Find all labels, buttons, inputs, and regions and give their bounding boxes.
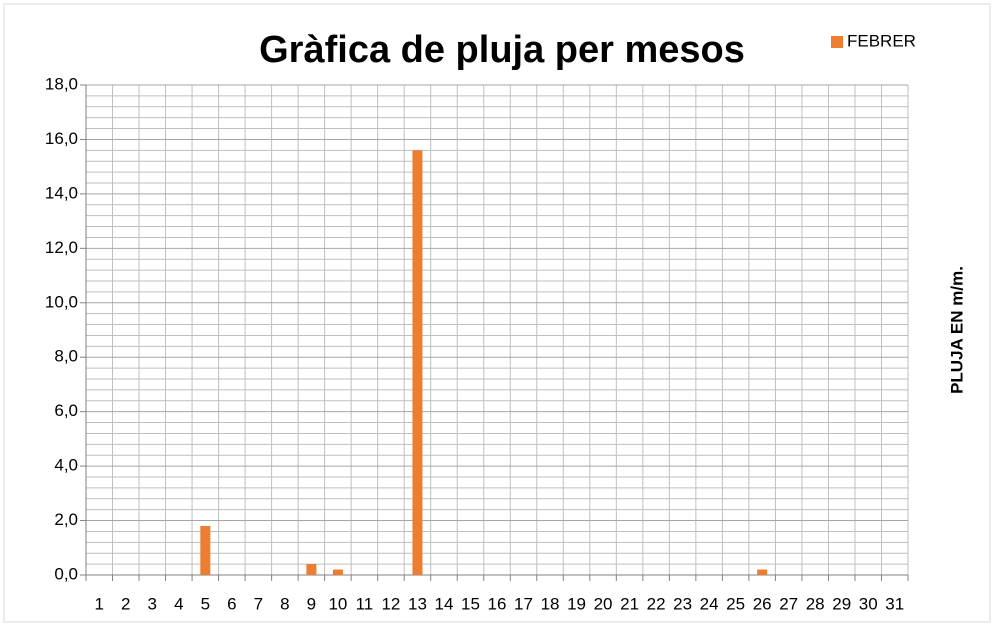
x-tick-label: 20 bbox=[594, 594, 613, 613]
y-tick-label: 16,0 bbox=[45, 129, 78, 148]
x-tick-label: 15 bbox=[461, 594, 480, 613]
bar bbox=[412, 150, 423, 576]
x-tick-label: 14 bbox=[435, 594, 454, 613]
x-tick-label: 12 bbox=[381, 594, 400, 613]
x-tick-label: 11 bbox=[356, 594, 374, 613]
bar bbox=[306, 564, 317, 575]
x-tick-label: 9 bbox=[307, 594, 316, 613]
x-tick-label: 3 bbox=[148, 594, 157, 613]
legend-label: FEBRER bbox=[847, 31, 916, 50]
x-tick-label: 16 bbox=[488, 594, 507, 613]
y-tick-label: 6,0 bbox=[54, 401, 78, 420]
x-tick-label: 2 bbox=[121, 594, 130, 613]
x-tick-label: 10 bbox=[328, 594, 347, 613]
bar bbox=[332, 569, 343, 575]
y-axis-label: PLUJA EN m/m. bbox=[947, 266, 966, 394]
x-tick-label: 18 bbox=[541, 594, 560, 613]
y-tick-label: 10,0 bbox=[45, 292, 78, 311]
x-tick-label: 1 bbox=[95, 594, 104, 613]
x-tick-label: 7 bbox=[254, 594, 263, 613]
x-tick-label: 4 bbox=[174, 594, 183, 613]
x-tick-label: 23 bbox=[673, 594, 692, 613]
x-tick-label: 19 bbox=[567, 594, 586, 613]
y-tick-label: 0,0 bbox=[54, 564, 78, 583]
x-tick-label: 30 bbox=[859, 594, 878, 613]
chart-title: Gràfica de pluja per mesos bbox=[259, 29, 745, 71]
x-tick-label: 17 bbox=[514, 594, 533, 613]
x-tick-label: 27 bbox=[779, 594, 798, 613]
bar bbox=[200, 526, 211, 575]
y-tick-label: 12,0 bbox=[45, 238, 78, 257]
legend-swatch bbox=[831, 36, 843, 48]
y-tick-label: 8,0 bbox=[54, 347, 78, 366]
x-tick-label: 22 bbox=[647, 594, 666, 613]
x-tick-label: 25 bbox=[726, 594, 745, 613]
y-tick-label: 2,0 bbox=[54, 510, 78, 529]
x-tick-label: 5 bbox=[201, 594, 210, 613]
x-tick-label: 24 bbox=[700, 594, 719, 613]
x-tick-label: 31 bbox=[885, 594, 904, 613]
x-tick-label: 29 bbox=[832, 594, 851, 613]
y-tick-label: 18,0 bbox=[45, 74, 78, 93]
y-tick-label: 4,0 bbox=[54, 456, 78, 475]
x-tick-label: 21 bbox=[620, 594, 639, 613]
x-tick-label: 26 bbox=[753, 594, 772, 613]
chart-border bbox=[3, 3, 991, 623]
x-tick-label: 28 bbox=[806, 594, 825, 613]
y-tick-label: 14,0 bbox=[45, 183, 78, 202]
x-tick-label: 8 bbox=[280, 594, 289, 613]
bar bbox=[757, 569, 768, 575]
x-tick-label: 6 bbox=[227, 594, 236, 613]
x-tick-label: 13 bbox=[408, 594, 427, 613]
